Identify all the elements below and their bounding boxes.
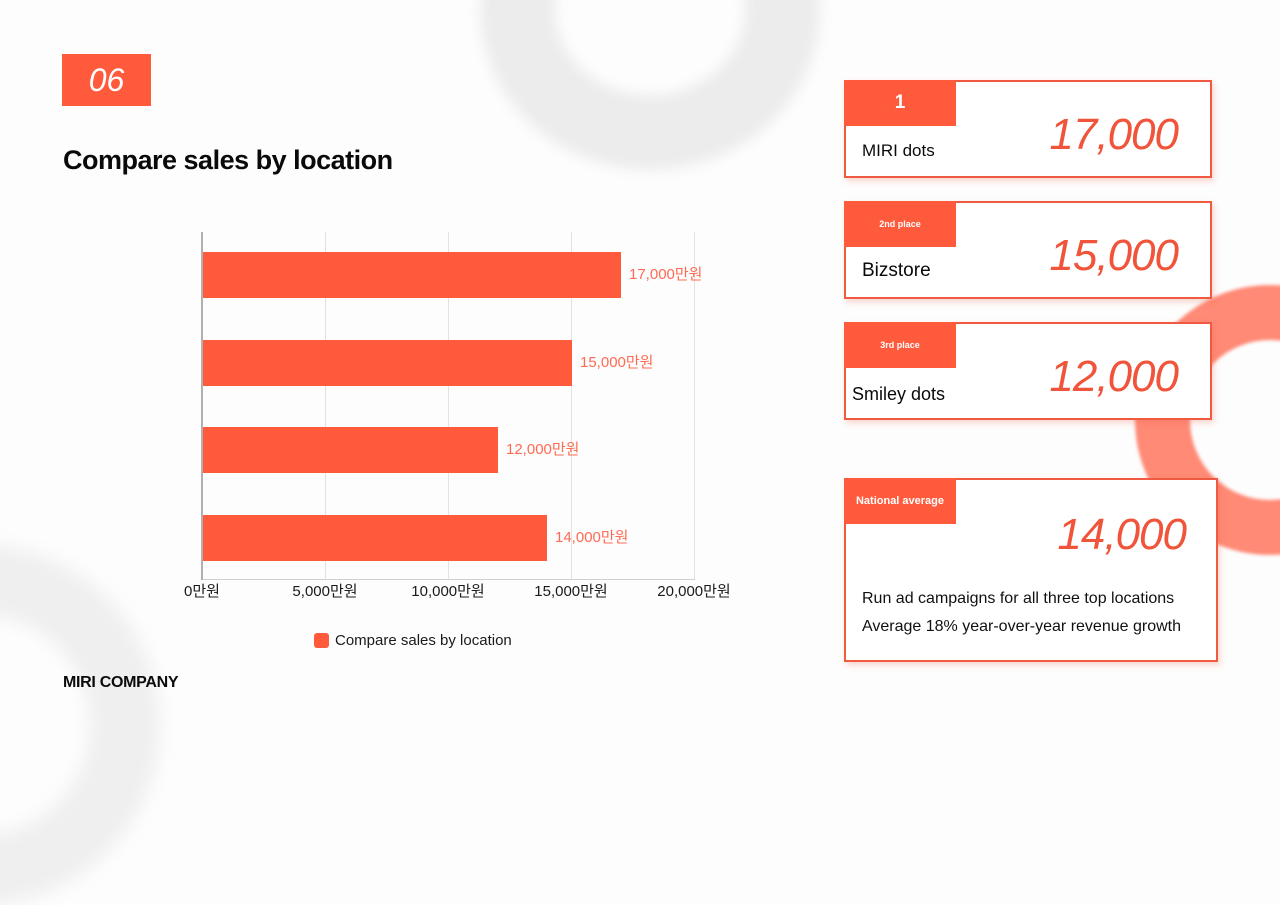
bar-chart: MIRI dots Bizstore Smiley dots National … [0, 0, 800, 720]
sales-value: 14,000 [1057, 510, 1187, 559]
gridline [694, 232, 695, 580]
location-name: Bizstore [862, 260, 931, 281]
gridline [448, 232, 449, 580]
x-axis [201, 579, 695, 580]
gridline [325, 232, 326, 580]
rank-card-3: 3rd place Smiley dots 12,000 [844, 322, 1212, 420]
rank-badge: 3rd place [844, 322, 956, 368]
page-title: Compare sales by location [63, 145, 393, 175]
insight-note: Average 18% year-over-year revenue growt… [862, 618, 1181, 635]
value-label: 14,000만원 [555, 529, 629, 546]
national-average-badge: National average [844, 478, 956, 524]
bar-miri-dots [203, 252, 621, 298]
value-label: 17,000만원 [629, 266, 703, 283]
bar-bizstore [203, 340, 572, 386]
sales-value: 17,000 [1049, 110, 1179, 159]
legend-label: Compare sales by location [335, 632, 512, 649]
rank-card-2: 2nd place Bizstore 15,000 [844, 201, 1212, 299]
national-average-card: National average 14,000 Run ad campaigns… [844, 478, 1218, 662]
rank-badge: 1 [844, 80, 956, 126]
company-name: MIRI COMPANY [63, 674, 179, 691]
value-label: 15,000만원 [580, 354, 654, 371]
y-axis [201, 232, 203, 580]
x-tick-label: 5,000만원 [292, 583, 358, 600]
bar-smiley-dots [203, 427, 498, 473]
x-tick-label: 20,000만원 [657, 583, 731, 600]
rank-badge: 2nd place [844, 201, 956, 247]
legend-swatch [314, 633, 329, 648]
gridline [571, 232, 572, 580]
chart-legend: Compare sales by location [314, 632, 512, 649]
insight-note: Run ad campaigns for all three top locat… [862, 590, 1175, 607]
x-tick-label: 10,000만원 [411, 583, 485, 600]
sales-value: 12,000 [1049, 352, 1179, 401]
location-name: Smiley dots [852, 384, 946, 404]
sales-value: 15,000 [1049, 231, 1179, 280]
bar-national-average [203, 515, 547, 561]
x-tick-label: 0만원 [184, 583, 220, 600]
value-label: 12,000만원 [506, 441, 580, 458]
section-number-badge: 06 [62, 54, 151, 106]
x-tick-label: 15,000만원 [534, 583, 608, 600]
rank-card-1: 1 MIRI dots 17,000 [844, 80, 1212, 178]
location-name: MIRI dots [862, 141, 935, 160]
